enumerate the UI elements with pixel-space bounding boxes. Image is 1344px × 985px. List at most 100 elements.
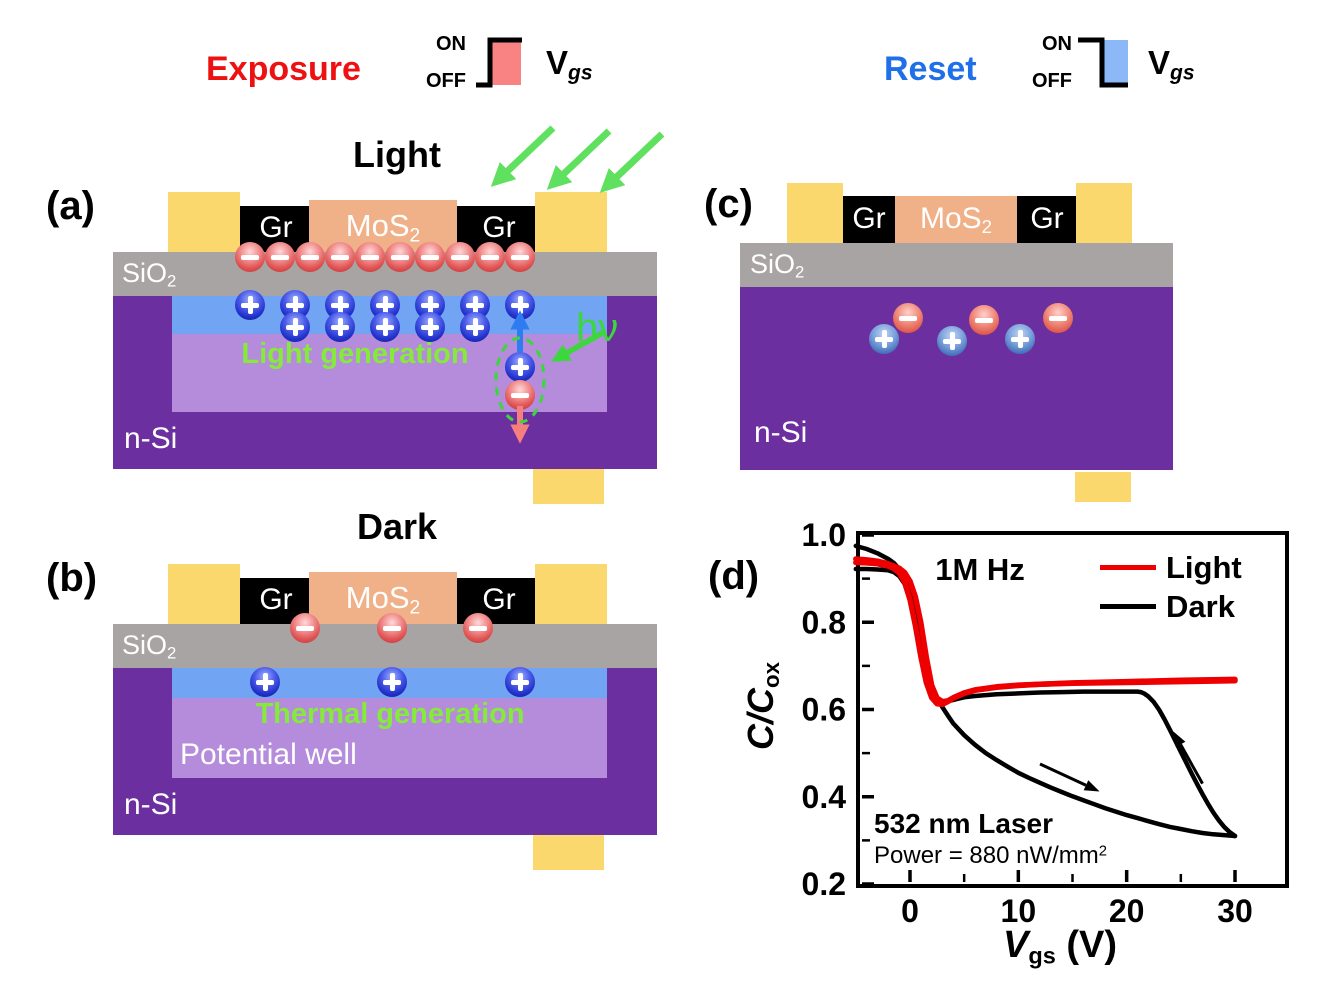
vgs-v: V	[546, 44, 569, 81]
legend-dark-line-sample	[1100, 604, 1156, 609]
chart-x-axis-title: Vgs (V)	[950, 924, 1170, 970]
exposure-on-label: ON	[436, 33, 466, 55]
hole-sphere	[415, 312, 445, 342]
ylabel-c-over-c: C/C	[740, 688, 781, 751]
x-tick-label: 30	[1217, 893, 1253, 929]
panel-c-gate-contact-right	[1076, 183, 1132, 243]
cv-chart: 0 10 20 30 1.0 0.8 0.6 0.4 0.2	[802, 517, 1289, 929]
legend-light-line-sample	[1100, 565, 1156, 570]
hole-sphere	[505, 352, 535, 382]
light-ray-arrow-1	[490, 125, 556, 187]
hole-sphere	[1005, 324, 1035, 354]
electron-sphere	[377, 613, 407, 643]
panel-b-title: Dark	[356, 506, 438, 547]
mos2-base: MoS	[345, 208, 410, 243]
panel-c-tag: (c)	[704, 182, 753, 226]
hole-sphere	[280, 312, 310, 342]
panel-b-mos2-label: MoS2	[323, 580, 443, 619]
panel-b-gate-contact-right	[535, 564, 607, 624]
xlabel-v: V	[1002, 924, 1029, 966]
panel-c-sio2-layer	[740, 243, 1173, 287]
panel-a-gate-contact-left	[168, 192, 240, 252]
sweep-arrowhead-1	[1083, 780, 1100, 792]
mos2-base: MoS	[919, 202, 982, 235]
electron-sphere	[265, 242, 295, 272]
electron-sphere	[295, 242, 325, 272]
xlabel-sub-gs: gs	[1028, 942, 1056, 969]
electron-sphere	[505, 380, 535, 410]
sio2-sub: 2	[167, 643, 177, 663]
panel-a-gr-right-label: Gr	[482, 211, 516, 244]
hole-sphere	[325, 312, 355, 342]
panel-a-title: Light	[353, 134, 441, 175]
panel-a-nsi-label: n-Si	[124, 422, 178, 455]
sio2-sub: 2	[795, 262, 805, 282]
pulse-up-line	[476, 37, 522, 88]
electron-sphere	[235, 242, 265, 272]
panel-b-potential-well	[172, 698, 607, 778]
hole-sphere	[250, 667, 280, 697]
hole-sphere	[460, 312, 490, 342]
electron-sphere	[969, 305, 999, 335]
y-tick-label: 0.4	[802, 779, 847, 815]
panel-b-tag: (b)	[46, 556, 98, 600]
panel-d-tag: (d)	[708, 554, 760, 598]
panel-b-potential-well-label: Potential well	[180, 738, 357, 771]
sio2-sub: 2	[167, 271, 177, 291]
sweep-arrow-2	[1179, 743, 1204, 785]
chart-laser-annotation: 532 nm Laser	[874, 808, 1053, 839]
reset-title: Reset	[884, 50, 977, 88]
vgs-v: V	[1148, 44, 1171, 81]
exposure-pulse-step-up-icon	[476, 37, 522, 88]
panel-b-thermal-generation-label: Thermal generation	[255, 698, 525, 730]
panel-c-gr-left-label: Gr	[852, 202, 886, 235]
panel-c-sio2-label: SiO2	[750, 249, 804, 283]
panel-c-mos2-label: MoS2	[896, 202, 1016, 238]
electron-sphere	[445, 242, 475, 272]
panel-b-sio2-label: SiO2	[122, 630, 176, 664]
sio2-base: SiO	[122, 630, 168, 660]
panel-c-gr-right-label: Gr	[1030, 202, 1064, 235]
electron-sphere	[463, 613, 493, 643]
panel-c-mos2-channel	[895, 196, 1017, 243]
y-tick-label: 1.0	[802, 517, 846, 553]
reset-pulse-step-down-icon	[1078, 37, 1128, 88]
electron-sphere	[325, 242, 355, 272]
reset-off-label: OFF	[1032, 70, 1072, 92]
panel-a-sio2-label: SiO2	[122, 258, 176, 292]
vgs-sub: gs	[1170, 61, 1195, 85]
x-tick-label: 0	[901, 893, 919, 929]
hole-sphere	[869, 324, 899, 354]
panel-a-tag: (a)	[46, 184, 95, 228]
mos2-sub: 2	[981, 216, 993, 238]
light-ray-arrow-3	[599, 131, 665, 193]
chart-legend: Light Dark	[1100, 548, 1242, 626]
electron-sphere	[290, 613, 320, 643]
panel-a-gate-contact-right	[535, 192, 607, 252]
panel-a-light-generation-label: Light generation	[241, 338, 469, 370]
hole-sphere	[235, 290, 265, 320]
legend-item-dark: Dark	[1100, 587, 1242, 626]
mos2-base: MoS	[345, 580, 410, 615]
legend-light-label: Light	[1166, 549, 1242, 585]
panel-a-gr-left-label: Gr	[259, 211, 293, 244]
electron-sphere	[475, 242, 505, 272]
panel-b-nsi-label: n-Si	[124, 788, 178, 821]
electron-sphere	[893, 303, 923, 333]
xlabel-unit: (V)	[1055, 924, 1118, 966]
chart-y-axis-title: C/Cox	[740, 606, 784, 806]
panel-b-gr-right-label: Gr	[482, 583, 516, 616]
power-text: Power = 880 nW/mm	[874, 842, 1099, 869]
exposure-vgs-label: Vgs	[546, 44, 593, 85]
panel-c-gate-contact-left	[787, 183, 843, 243]
mos2-sub: 2	[409, 597, 421, 619]
reset-on-label: ON	[1042, 33, 1072, 55]
exposure-off-label: OFF	[426, 70, 466, 92]
series-Light-return	[853, 559, 1238, 708]
sio2-base: SiO	[750, 249, 796, 279]
sweep-arrowhead-2	[1173, 731, 1186, 748]
y-tick-label: 0.8	[802, 604, 846, 640]
pulse-up-fill	[490, 40, 521, 85]
panel-a-bottom-contact	[533, 469, 604, 504]
